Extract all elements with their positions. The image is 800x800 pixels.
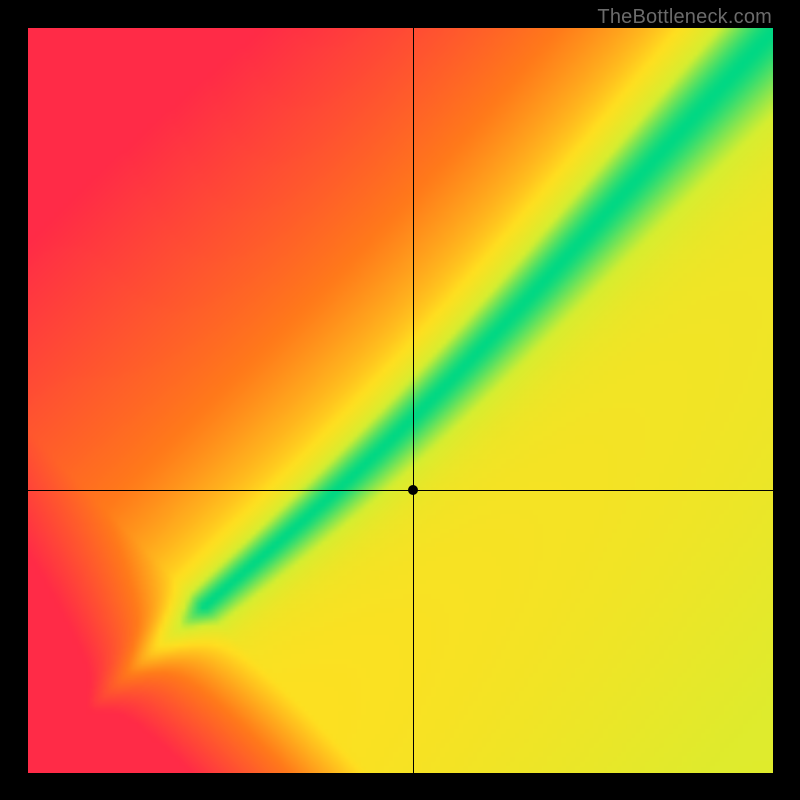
crosshair-vertical — [413, 28, 414, 773]
heatmap-canvas — [28, 28, 773, 773]
crosshair-horizontal — [28, 490, 773, 491]
chart-frame: TheBottleneck.com — [0, 0, 800, 800]
crosshair-marker — [408, 485, 418, 495]
plot-area — [28, 28, 773, 773]
watermark-text: TheBottleneck.com — [597, 6, 772, 29]
